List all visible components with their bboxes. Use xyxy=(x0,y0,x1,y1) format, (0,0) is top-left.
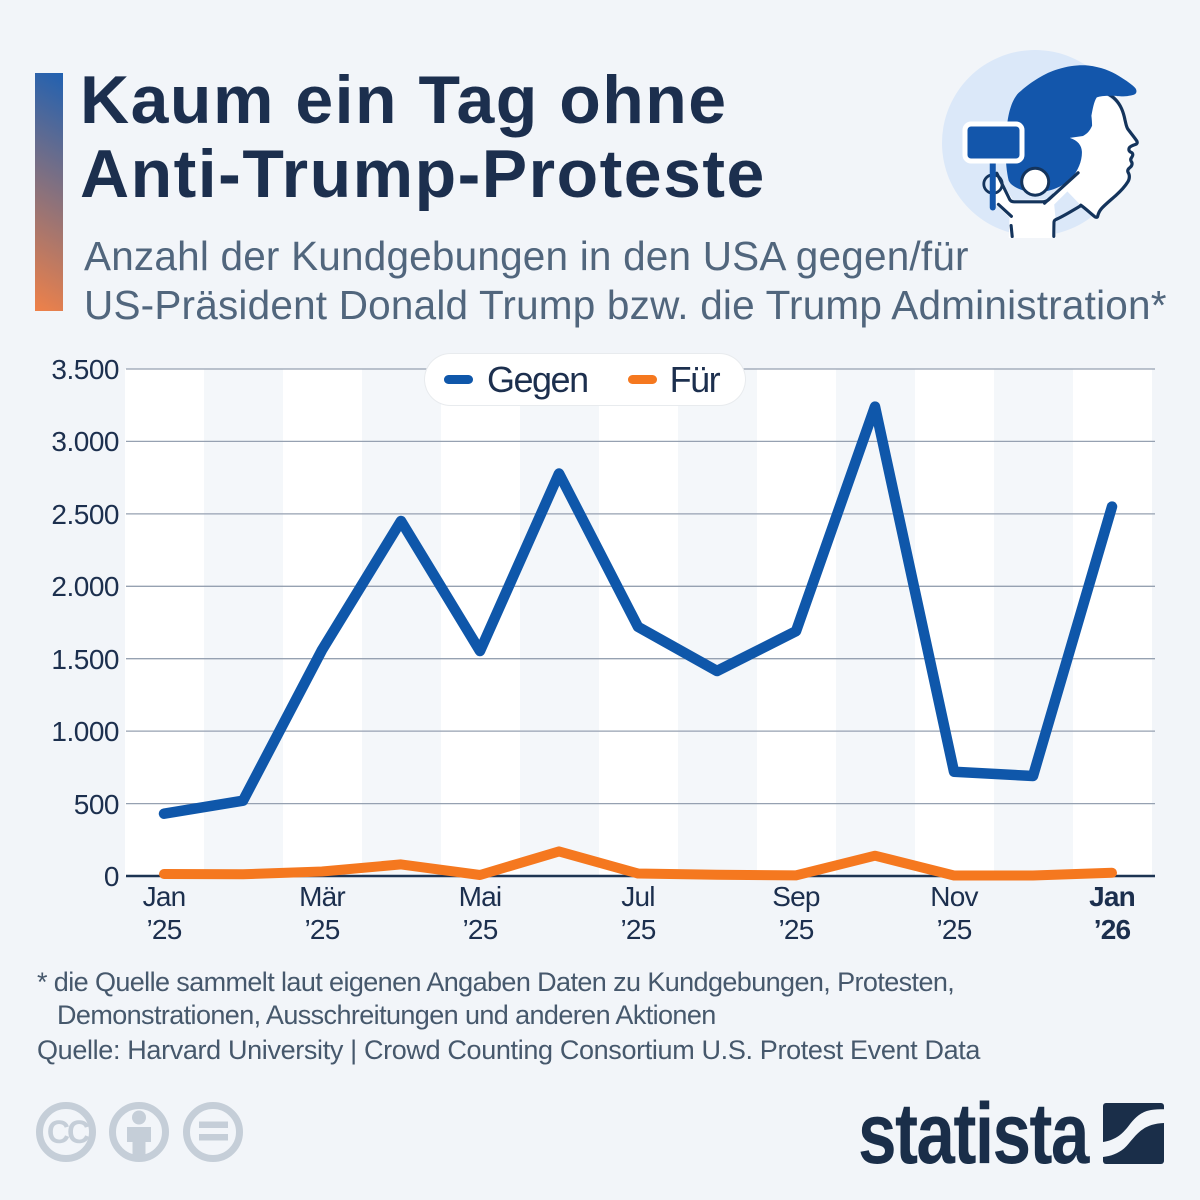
svg-text:’25: ’25 xyxy=(463,914,498,945)
svg-text:Mai: Mai xyxy=(459,881,502,912)
svg-text:Mär: Mär xyxy=(299,881,345,912)
svg-text:2.500: 2.500 xyxy=(51,499,119,530)
svg-text:’25: ’25 xyxy=(305,914,340,945)
svg-text:1.000: 1.000 xyxy=(51,716,119,747)
svg-text:CC: CC xyxy=(47,1114,90,1150)
svg-text:’26: ’26 xyxy=(1094,914,1131,945)
svg-text:3.000: 3.000 xyxy=(51,426,119,457)
svg-text:’25: ’25 xyxy=(937,914,972,945)
svg-text:Sep: Sep xyxy=(772,881,820,912)
svg-text:Jan: Jan xyxy=(1089,881,1135,912)
svg-text:1.500: 1.500 xyxy=(51,644,119,675)
svg-text:’25: ’25 xyxy=(147,914,182,945)
svg-text:500: 500 xyxy=(74,789,119,820)
svg-text:Jul: Jul xyxy=(621,881,654,912)
svg-text:’25: ’25 xyxy=(621,914,656,945)
svg-text:2.000: 2.000 xyxy=(51,571,119,602)
svg-text:Jan: Jan xyxy=(143,881,186,912)
svg-text:0: 0 xyxy=(104,861,119,892)
svg-text:’25: ’25 xyxy=(779,914,814,945)
svg-text:Nov: Nov xyxy=(930,881,978,912)
svg-text:3.500: 3.500 xyxy=(51,354,119,385)
